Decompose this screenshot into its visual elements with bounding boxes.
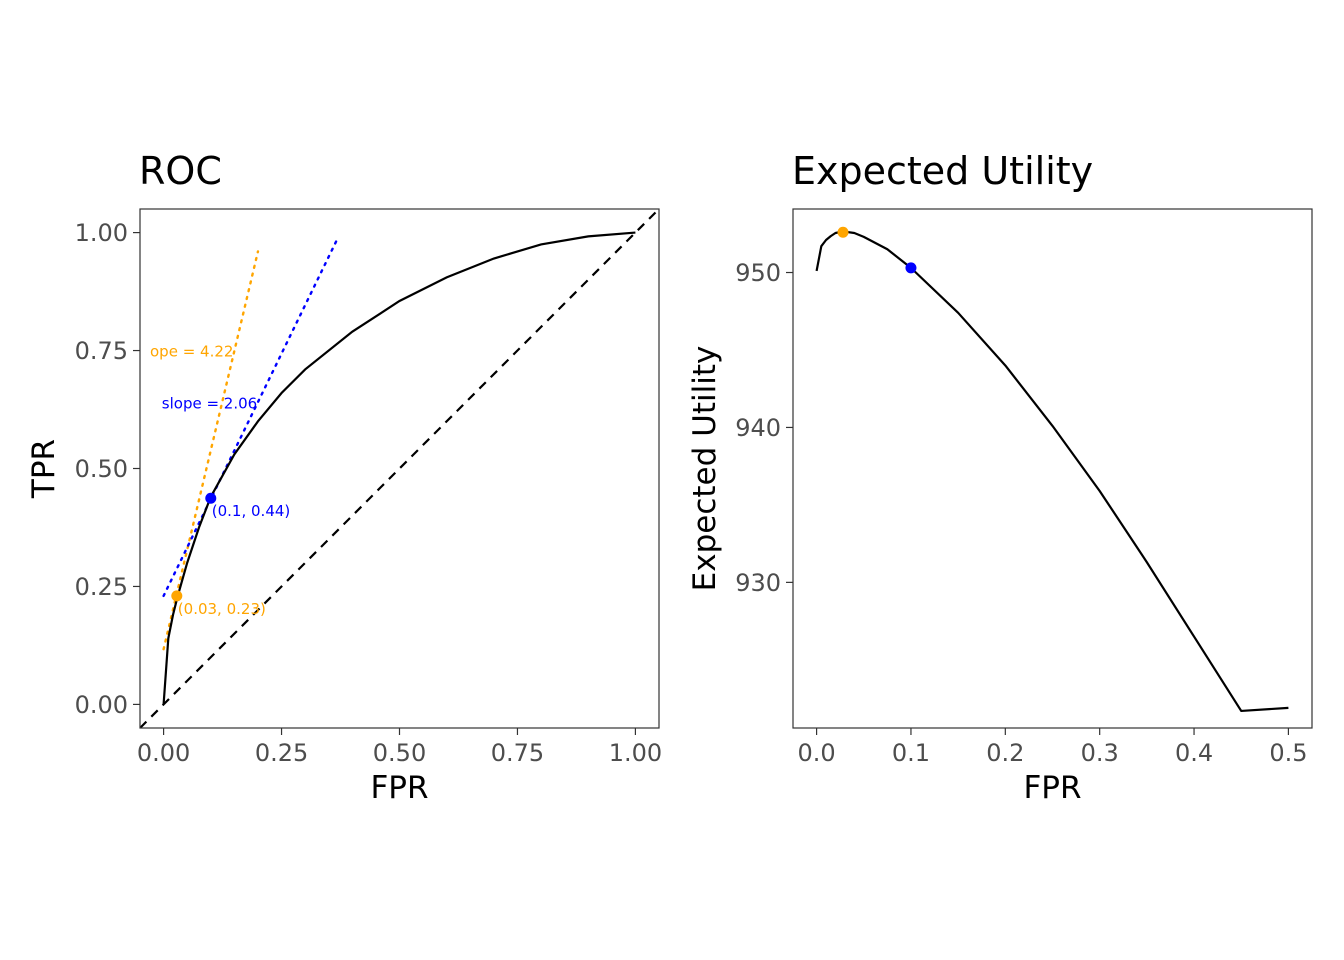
utility-y-axis-title: Expected Utility [687,346,723,592]
roc-x-axis: 0.00 0.25 0.50 0.75 1.00 [137,728,662,767]
utility-plot-area [815,226,1289,713]
utility-y-tick-label: 940 [735,414,781,442]
utility-x-axis-title: FPR [1023,770,1081,806]
utility-x-tick-label: 0.2 [986,739,1024,767]
roc-y-axis: 0.00 0.25 0.50 0.75 1.00 [75,219,140,719]
roc-y-tick-label: 0.50 [75,455,128,483]
utility-panel: Expected Utility 0.0 0.1 0.2 0.3 0.4 0.5 9309… [687,149,1313,806]
utility-y-tick-label: 950 [735,259,781,287]
utility-curve [815,230,1289,713]
utility-x-axis: 0.0 0.1 0.2 0.3 0.4 0.5 [798,728,1307,767]
roc-y-tick-label: 0.25 [75,573,128,601]
utility-title: Expected Utility [792,149,1093,193]
roc-x-tick-label: 0.75 [491,739,544,767]
utility-x-tick-label: 0.0 [798,739,836,767]
roc-y-tick-label: 0.00 [75,691,128,719]
roc-point-blue [205,492,217,504]
roc-y-axis-title: TPR [26,439,62,499]
utility-panel-border [792,208,1313,729]
utility-x-tick-label: 0.4 [1175,739,1213,767]
roc-x-tick-label: 1.00 [609,739,662,767]
tangent-line-blue [162,236,340,598]
utility-y-axis: 930 940 950 [735,259,793,597]
roc-x-axis-title: FPR [370,770,428,806]
utility-point-orange [837,226,849,238]
roc-panel-border [139,208,660,729]
roc-x-tick-label: 0.25 [255,739,308,767]
roc-y-tick-label: 0.75 [75,337,128,365]
utility-x-tick-label: 0.3 [1081,739,1119,767]
roc-point-orange [171,590,183,602]
roc-panel: ROC ope = 4.22 slope = 2.06 (0.03, 0.23) (0… [26,149,662,806]
point-label-orange: (0.03, 0.23) [178,600,266,618]
utility-x-tick-label: 0.1 [892,739,930,767]
utility-point-blue [905,262,917,274]
utility-x-tick-label: 0.5 [1269,739,1307,767]
roc-x-tick-label: 0.50 [373,739,426,767]
roc-plot-area: ope = 4.22 slope = 2.06 (0.03, 0.23) (0.1, … [140,209,659,728]
tangent-line-orange [162,250,260,651]
slope-label-orange: ope = 4.22 [150,343,233,361]
utility-y-tick-label: 930 [735,569,781,597]
roc-x-tick-label: 0.00 [137,739,190,767]
roc-title: ROC [139,149,222,193]
point-label-blue: (0.1, 0.44) [212,502,290,520]
roc-y-tick-label: 1.00 [75,219,128,247]
slope-label-blue: slope = 2.06 [162,394,257,412]
chance-diagonal-line [140,209,659,728]
